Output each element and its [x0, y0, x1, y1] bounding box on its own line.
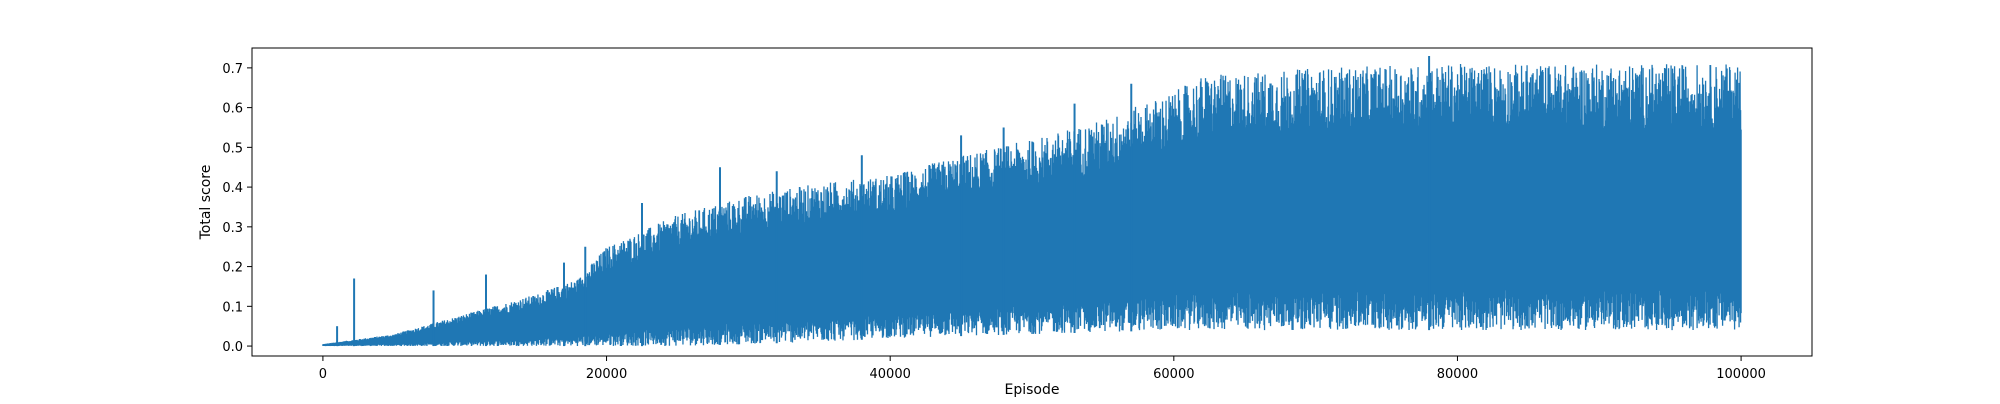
x-tick-label: 60000	[1153, 367, 1194, 382]
x-tick-label: 40000	[870, 367, 911, 382]
y-tick-label: 0.7	[222, 62, 243, 77]
x-tick-label: 100000	[1716, 367, 1766, 382]
y-tick-label: 0.2	[222, 261, 243, 276]
y-axis-ticks: 0.0 0.1 0.2 0.3 0.4 0.5 0.6 0.7	[222, 62, 252, 355]
x-tick-label: 20000	[586, 367, 627, 382]
y-tick-label: 0.0	[222, 340, 243, 355]
y-axis-label: Total score	[198, 165, 214, 241]
total-score-series-line	[322, 64, 1742, 347]
y-tick-label: 0.4	[222, 181, 243, 196]
x-axis-ticks: 0 20000 40000 60000 80000 100000	[319, 356, 1766, 382]
y-tick-label: 0.5	[222, 141, 243, 156]
y-tick-label: 0.3	[222, 221, 243, 236]
x-tick-label: 0	[319, 367, 327, 382]
y-tick-label: 0.1	[222, 300, 243, 315]
x-tick-label: 80000	[1437, 367, 1478, 382]
x-axis-label: Episode	[1005, 382, 1060, 398]
plot-frame	[251, 47, 1813, 357]
series-layer	[322, 55, 1742, 347]
y-tick-label: 0.6	[222, 102, 243, 117]
